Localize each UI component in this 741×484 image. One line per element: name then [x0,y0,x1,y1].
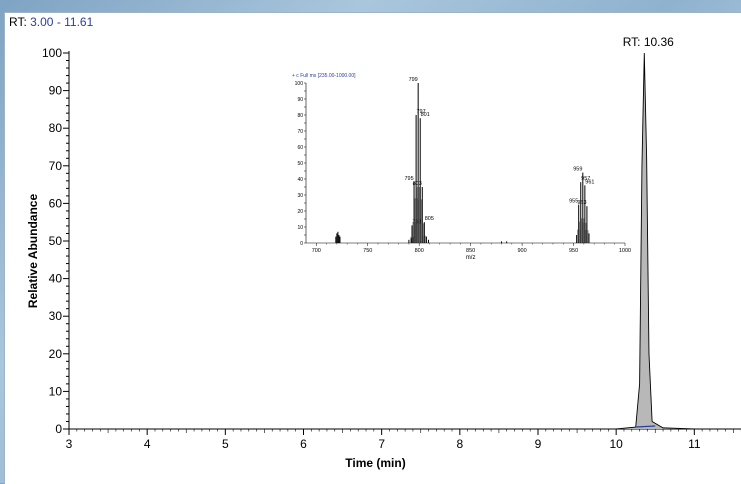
inset-y-tick-label: 10 [297,225,303,231]
peak-mz-label: 959 [573,167,582,173]
inset-x-tick-label: 850 [466,248,475,254]
chromatogram-window: RT: 3.00 - 11.61 0 10 20 30 40 50 60 70 80 90 100 3… [4,12,741,484]
inset-y-tick-label: 80 [297,113,303,119]
peak-mz-label: 801 [421,112,430,118]
inset-y-tick-label: 60 [297,145,303,151]
peak-mz-label: 957 [581,176,590,182]
y-tick-label: 10 [49,384,63,398]
inset-y-tick-label: 70 [297,129,303,135]
inset-x-tick-label: 700 [312,248,321,254]
inset-y-tick-label: 20 [297,209,303,215]
rt-range-label: RT: 3.00 - 11.61 [9,15,94,29]
inset-y-tick-label: 50 [297,161,303,167]
peak-mz-label: 955 [569,199,578,205]
x-tick-label: 11 [688,437,701,451]
x-tick-label: 7 [378,437,385,451]
inset-y-tick-label: 90 [297,97,303,103]
peak-mz-label: 799 [409,77,418,83]
inset-y-tick-label: 100 [295,81,304,87]
y-tick-label: 80 [49,121,63,135]
y-tick-label: 20 [49,347,63,361]
peak-mz-label: 805 [425,216,434,222]
y-tick-label: 40 [49,272,63,286]
trace-line [69,52,741,430]
x-tick-label: 5 [222,437,229,451]
peak-mz-label: 795 [404,176,413,182]
peak-baseline [635,425,656,428]
inset-peaks: 793795797799801803805955957959961963 [335,77,594,243]
y-tick-label: 90 [49,84,63,98]
inset-y-tick-label: 30 [297,193,303,199]
x-tick-label: 8 [456,437,463,451]
y-tick-label: 50 [49,234,63,248]
inset-x-axis-title: m/z [466,255,476,261]
peak-fill [69,53,741,429]
peak-label: RT: 10.36 [623,35,674,49]
x-tick-label: 4 [144,437,151,451]
y-tick-label: 60 [49,196,63,210]
inset-x-tick-label: 950 [569,248,578,254]
inset-x-tick-label: 1000 [619,248,631,254]
x-tick-label: 3 [66,437,73,451]
peak-mz-label: 797 [417,109,426,115]
y-axis-title: Relative Abundance [26,194,40,309]
peak-mz-label: 961 [585,179,594,185]
x-tick-label: 9 [535,437,542,451]
x-axis-title: Time (min) [345,456,405,470]
chromatogram-trace [69,52,741,430]
inset-axes: 0 10 20 30 40 50 60 70 80 90 100 700 750 800 850 900 950… [295,81,631,254]
peak-mz-label: 803 [413,181,422,187]
inset-x-tick-label: 800 [415,248,424,254]
x-tick-label: 6 [300,437,307,451]
peak-mz-label: 963 [577,200,586,206]
y-tick-label: 100 [42,46,62,60]
y-tick-label: 70 [49,159,63,173]
scan-filter-label: + c Full ms [235.00-1000.00] [292,73,356,79]
inset-y-tick-label: 0 [300,241,303,247]
x-tick-label: 10 [609,437,623,451]
inset-x-tick-label: 750 [363,248,372,254]
mass-spectrum-inset: + c Full ms [235.00-1000.00] 0 10 20 30 40 50… [292,73,631,261]
chromatogram-chart: RT: 3.00 - 11.61 01020304050607080901003… [9,15,741,470]
y-tick-label: 30 [49,309,63,323]
y-tick-label: 0 [55,422,62,436]
inset-y-tick-label: 40 [297,177,303,183]
inset-x-tick-label: 900 [518,248,527,254]
